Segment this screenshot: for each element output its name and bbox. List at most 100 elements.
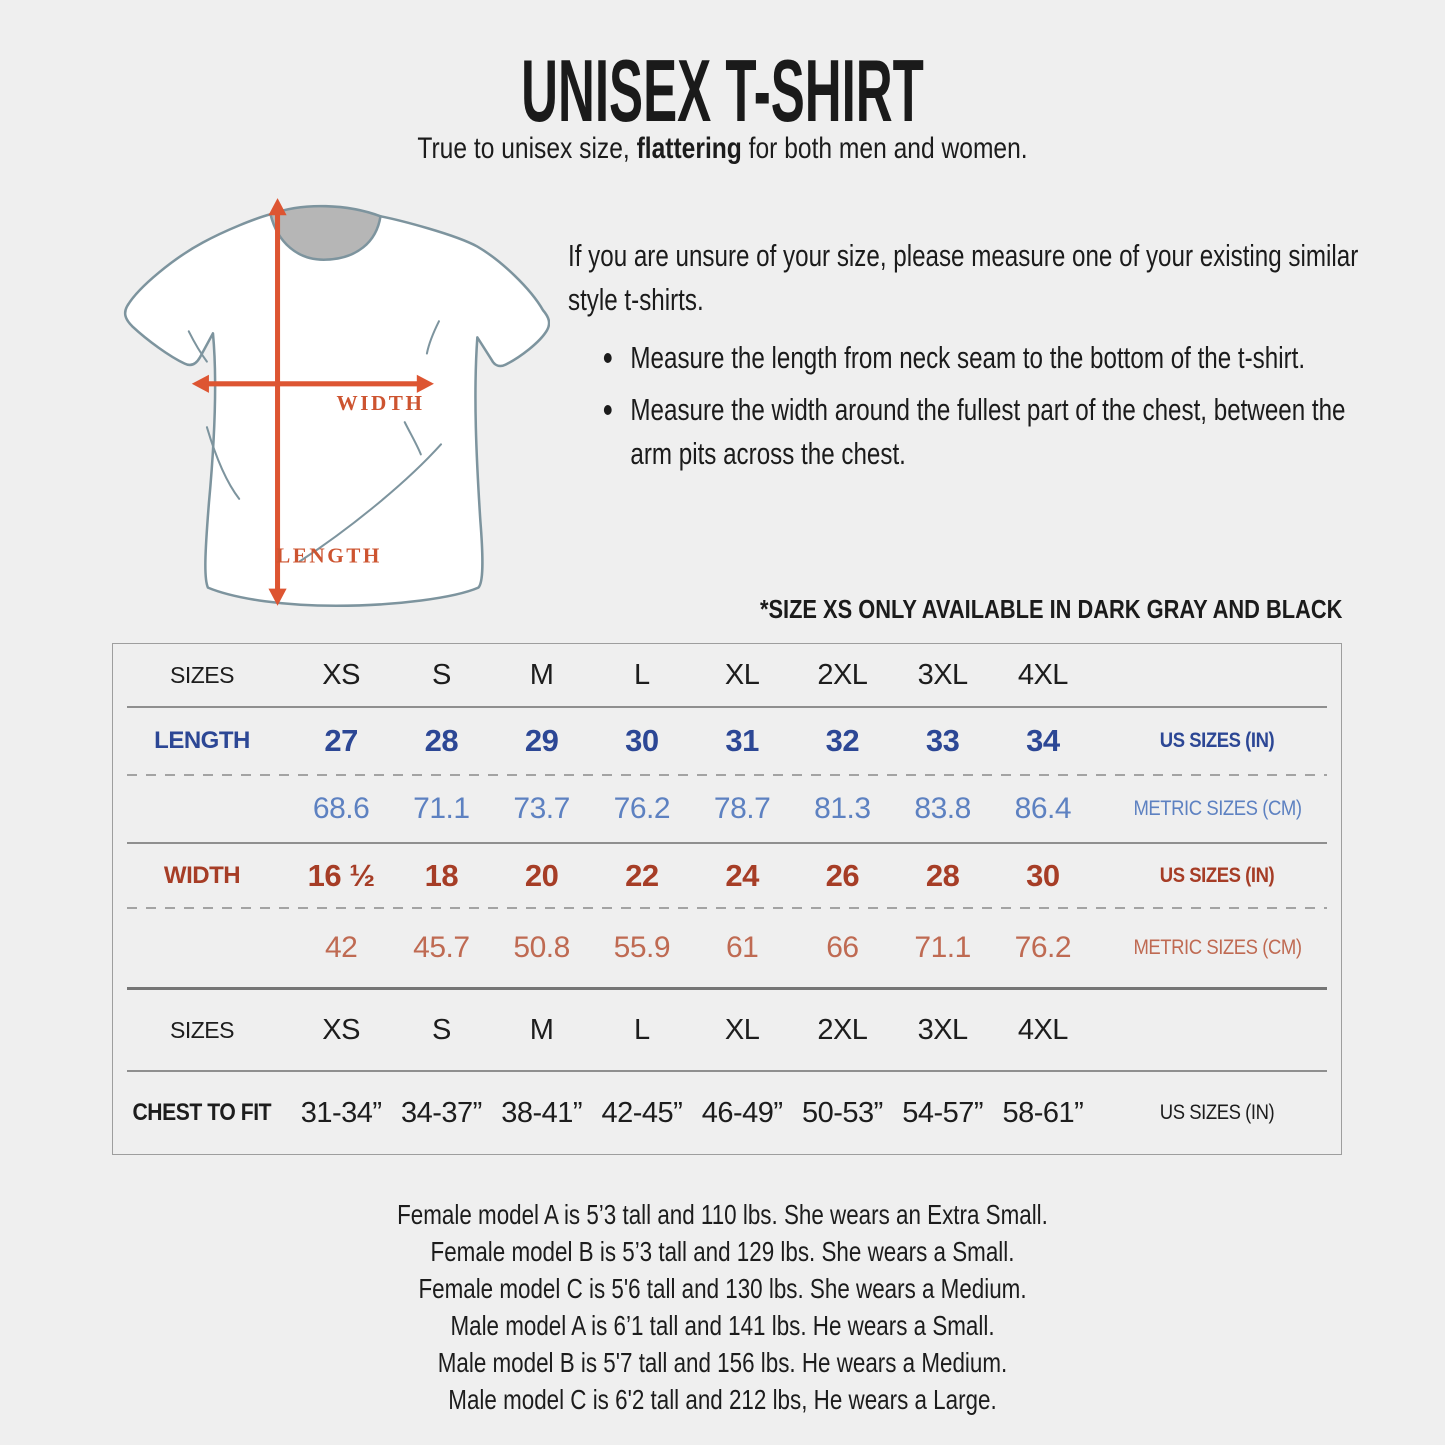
length-metric-row: 68.6 71.1 73.7 76.2 78.7 81.3 83.8 86.4 … (113, 776, 1341, 842)
width-us-row: WIDTH 16 ½ 18 20 22 24 26 28 30 US SIZES… (113, 844, 1341, 907)
column-header-xl: XL (724, 658, 760, 691)
length-metric-value: 83.8 (914, 792, 971, 825)
model-line: Female model B is 5’3 tall and 129 lbs. … (430, 1236, 1015, 1267)
length-us-row: LENGTH 27 28 29 30 31 32 33 34 US SIZES … (113, 708, 1341, 774)
chest-to-fit-row: CHEST TO FIT 31-34” 34-37” 38-41” 42-45”… (113, 1072, 1341, 1154)
column-header-l: L (634, 658, 650, 691)
sizes-label: SIZES (170, 1016, 234, 1043)
width-metric-value: 45.7 (413, 931, 470, 964)
column-header-3xl: 3XL (917, 658, 969, 691)
fold-lines (187, 320, 443, 563)
row-separator (127, 1070, 1327, 1072)
length-us-value: 28 (424, 723, 459, 758)
width-us-unit: US SIZES (IN) (1159, 863, 1275, 887)
chest-value: 54-57” (902, 1096, 984, 1129)
length-metric-value: 78.7 (713, 792, 771, 825)
length-metric-value: 71.1 (413, 792, 470, 825)
width-us-value: 22 (625, 857, 659, 893)
page-subtitle: True to unisex size, flattering for both… (130, 132, 1315, 166)
row-separator (127, 706, 1327, 708)
row-separator-dashed (127, 907, 1327, 909)
length-metric-value: 68.6 (312, 792, 370, 825)
length-us-value: 27 (324, 723, 358, 758)
bullet-text: Measure the width around the fullest par… (630, 392, 1346, 471)
length-arrow (268, 198, 287, 606)
length-us-value: 34 (1026, 723, 1060, 758)
width-us-value: 16 ½ (307, 857, 375, 893)
bullet-text: Measure the length from neck seam to the… (630, 340, 1306, 375)
bullet-dot (603, 405, 612, 415)
width-metric-value: 76.2 (1014, 931, 1072, 964)
column-header-m: M (529, 658, 554, 691)
chest-row-label: CHEST TO FIT (132, 1099, 272, 1126)
model-line: Male model C is 6'2 tall and 212 lbs, He… (448, 1384, 997, 1415)
subtitle-post: for both men and women. (741, 132, 1028, 165)
model-reference-list: Female model A is 5’3 tall and 110 lbs. … (0, 1196, 1445, 1418)
chest-value: 42-45” (601, 1096, 683, 1129)
column-header-xs: XS (322, 1013, 360, 1046)
column-header-s: S (431, 658, 451, 691)
length-row-label: LENGTH (154, 727, 250, 754)
sizes-header-row-2: SIZES XS S M L XL 2XL 3XL 4XL (113, 990, 1341, 1070)
instructions-intro: If you are unsure of your size, please m… (568, 238, 1359, 317)
bullet-dot (603, 353, 612, 363)
chest-value: 58-61” (1002, 1096, 1084, 1129)
width-us-value: 24 (725, 857, 759, 893)
instruction-bullet-length: Measure the length from neck seam to the… (568, 336, 1364, 380)
width-metric-value: 55.9 (613, 931, 671, 964)
page-title: UNISEX T-SHIRT (521, 41, 924, 140)
length-metric-value: 86.4 (1014, 792, 1072, 825)
model-line: Female model A is 5’3 tall and 110 lbs. … (397, 1199, 1048, 1230)
length-us-value: 32 (825, 723, 860, 758)
chest-value: 31-34” (300, 1096, 382, 1129)
length-us-value: 33 (925, 723, 960, 758)
collar (269, 204, 382, 261)
column-header-4xl: 4XL (1017, 1013, 1069, 1046)
column-header-m: M (529, 1013, 554, 1046)
width-metric-value: 50.8 (513, 931, 570, 964)
column-header-l: L (634, 1013, 650, 1046)
width-us-value: 18 (424, 857, 459, 893)
width-us-value: 28 (925, 857, 960, 893)
length-us-value: 30 (625, 723, 659, 758)
tshirt-outline (123, 206, 550, 608)
width-us-value: 26 (825, 857, 860, 893)
column-header-xl: XL (724, 1013, 760, 1046)
length-us-value: 29 (524, 723, 559, 758)
width-us-value: 30 (1026, 857, 1060, 893)
model-line: Male model B is 5'7 tall and 156 lbs. He… (437, 1347, 1008, 1378)
subtitle-emphasis: flattering (636, 132, 742, 165)
column-header-s: S (431, 1013, 451, 1046)
column-header-3xl: 3XL (917, 1013, 969, 1046)
size-table: SIZES XS S M L XL 2XL 3XL 4XL LENGTH 27 … (112, 643, 1342, 1155)
length-metric-value: 76.2 (613, 792, 671, 825)
width-row-label: WIDTH (163, 861, 241, 889)
width-metric-value: 61 (725, 931, 759, 964)
measurement-instructions: If you are unsure of your size, please m… (568, 234, 1364, 484)
column-header-2xl: 2XL (817, 1013, 868, 1046)
section-separator (127, 987, 1327, 990)
width-metric-value: 66 (826, 931, 859, 964)
model-line: Male model A is 6’1 tall and 141 lbs. He… (450, 1310, 995, 1341)
chest-value: 34-37” (400, 1096, 482, 1129)
sizes-header-row: SIZES XS S M L XL 2XL 3XL 4XL (113, 644, 1341, 706)
width-label: WIDTH (336, 391, 424, 415)
length-us-unit: US SIZES (IN) (1159, 729, 1275, 752)
row-separator (127, 842, 1327, 844)
chest-value: 50-53” (801, 1096, 883, 1129)
length-metric-value: 73.7 (513, 792, 570, 825)
width-arrow (191, 374, 434, 393)
tshirt-measurement-diagram: WIDTH LENGTH (123, 198, 550, 608)
column-header-xs: XS (322, 658, 360, 691)
width-metric-unit: METRIC SIZES (CM) (1132, 936, 1302, 959)
length-metric-value: 81.3 (814, 792, 871, 825)
chest-unit: US SIZES (IN) (1159, 1101, 1275, 1124)
width-us-value: 20 (524, 857, 559, 893)
length-label: LENGTH (276, 543, 382, 567)
width-metric-row: 42 45.7 50.8 55.9 61 66 71.1 76.2 METRIC… (113, 909, 1341, 987)
model-line: Female model C is 5'6 tall and 130 lbs. … (418, 1273, 1027, 1304)
chest-value: 38-41” (501, 1096, 583, 1129)
chest-value: 46-49” (701, 1096, 783, 1129)
xs-availability-note: *SIZE XS ONLY AVAILABLE IN DARK GRAY AND… (759, 594, 1342, 624)
subtitle-pre: True to unisex size, (417, 132, 637, 165)
